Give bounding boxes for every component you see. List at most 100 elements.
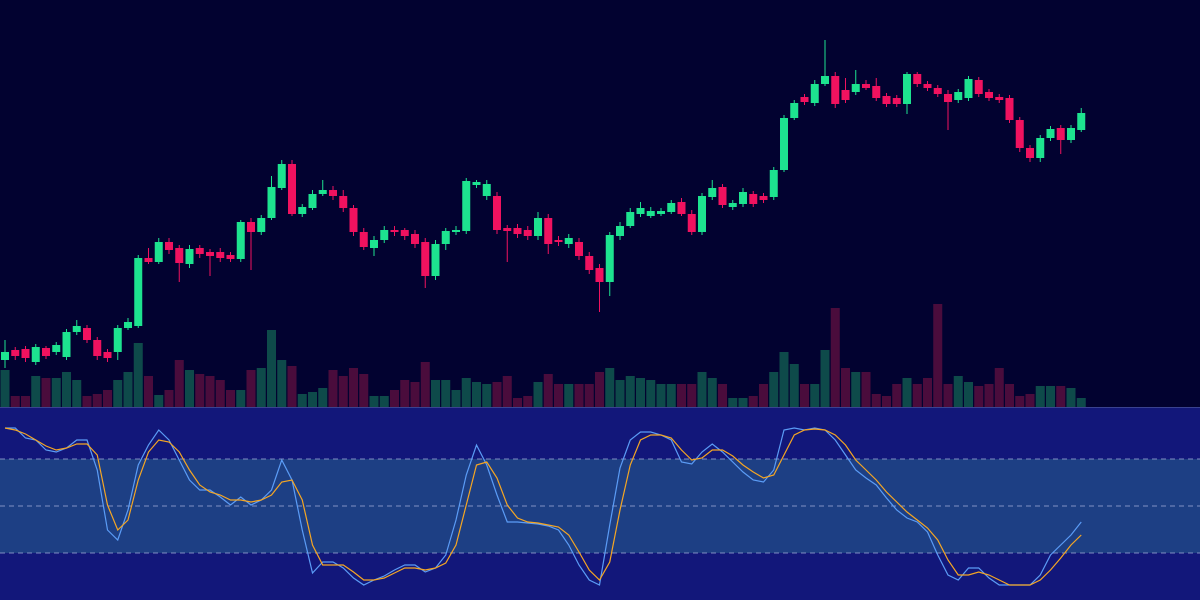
- candle-body: [124, 322, 132, 328]
- candle-body: [1036, 138, 1045, 158]
- candle-body: [892, 98, 901, 104]
- candle-body: [759, 196, 768, 200]
- volume-bar: [1005, 384, 1014, 407]
- volume-bar: [912, 384, 922, 407]
- volume-bar: [584, 384, 594, 407]
- candle-body: [790, 103, 799, 118]
- volume-bar: [789, 364, 799, 407]
- volume-bar: [492, 382, 502, 407]
- candle-body: [482, 184, 491, 196]
- volume-bar: [738, 398, 748, 407]
- volume-bar: [420, 362, 430, 407]
- volume-bar: [133, 343, 143, 407]
- volume-bar: [410, 382, 420, 407]
- volume-bar: [923, 378, 932, 407]
- candle-body: [503, 228, 512, 231]
- candle-body: [677, 202, 686, 214]
- candle-body: [698, 196, 706, 232]
- volume-bar: [564, 384, 574, 407]
- volume-bar: [461, 378, 471, 407]
- candle-body: [21, 349, 30, 358]
- volume-bar: [1046, 386, 1055, 407]
- volume-bar: [246, 370, 256, 407]
- volume-bar: [144, 376, 153, 407]
- candle-body: [903, 74, 911, 104]
- candle-body: [411, 234, 419, 244]
- volume-bar: [451, 390, 461, 407]
- volume-bar: [994, 368, 1004, 407]
- volume-bar: [677, 384, 686, 407]
- volume-bar: [595, 372, 604, 407]
- volume-bar: [636, 378, 645, 407]
- candle-body: [216, 252, 225, 258]
- candle-body: [247, 222, 255, 232]
- volume-bar: [974, 386, 984, 407]
- candle-body: [616, 226, 624, 236]
- candle-body: [83, 328, 91, 340]
- candle-body: [954, 92, 963, 100]
- volume-bar: [851, 372, 861, 407]
- oscillator-line: [4, 427, 1082, 586]
- candle-body: [359, 232, 368, 247]
- candle-body: [585, 256, 594, 270]
- candle-body: [206, 252, 214, 256]
- volume-bar: [1025, 394, 1035, 407]
- price-panel: [0, 0, 1200, 407]
- volume-bar: [226, 390, 235, 407]
- candle-body: [923, 84, 932, 88]
- volume-bar: [502, 376, 512, 407]
- candle-body: [595, 268, 604, 282]
- candle-body: [728, 203, 737, 207]
- candle-body: [103, 352, 112, 358]
- candle-body: [277, 164, 286, 188]
- volume-bar: [10, 396, 20, 407]
- volume-bar: [615, 380, 625, 407]
- volume-bar: [666, 384, 676, 407]
- volume-bar: [154, 395, 164, 407]
- volume-bar: [369, 396, 379, 407]
- candle-body: [195, 248, 204, 254]
- volume-bar: [779, 352, 789, 407]
- candle-body: [257, 218, 266, 232]
- volume-bar: [185, 370, 194, 407]
- candle-body: [93, 340, 102, 356]
- candle-body: [308, 194, 317, 208]
- candle-body: [667, 203, 676, 212]
- candle-body: [421, 242, 430, 276]
- volume-bar: [359, 374, 369, 407]
- candle-body: [329, 190, 337, 196]
- volume-bar: [605, 368, 615, 407]
- candle-body: [1046, 129, 1055, 138]
- candle-body: [1056, 128, 1065, 140]
- volume-bar: [41, 378, 51, 407]
- volume-bar: [707, 378, 717, 407]
- volume-bar: [236, 390, 246, 407]
- volume-bar: [31, 376, 41, 407]
- volume-bar: [123, 372, 133, 407]
- volume-bar: [72, 380, 82, 407]
- volume-bar: [338, 376, 348, 407]
- volume-bar: [21, 396, 30, 407]
- candle-body: [575, 242, 583, 256]
- volume-bar: [800, 384, 809, 407]
- volume-bar: [256, 368, 266, 407]
- candle-body: [11, 350, 20, 356]
- candle-body: [933, 88, 942, 94]
- candle-body: [400, 230, 409, 236]
- volume-bar: [1076, 398, 1086, 407]
- candle-body: [288, 164, 296, 214]
- candle-body: [493, 196, 501, 230]
- volume-bar: [830, 308, 840, 407]
- volume-bar: [174, 360, 184, 407]
- volume-bar: [297, 394, 307, 407]
- volume-bar: [267, 330, 276, 407]
- oscillator-line: [5, 427, 1082, 586]
- candle-body: [1005, 98, 1014, 120]
- volume-bar: [1035, 386, 1045, 407]
- volume-bar: [349, 368, 358, 407]
- candle-body: [995, 97, 1004, 100]
- volume-bar: [482, 384, 492, 407]
- candle-body: [267, 187, 276, 218]
- candle-body: [370, 240, 378, 248]
- volume-bar: [943, 384, 953, 407]
